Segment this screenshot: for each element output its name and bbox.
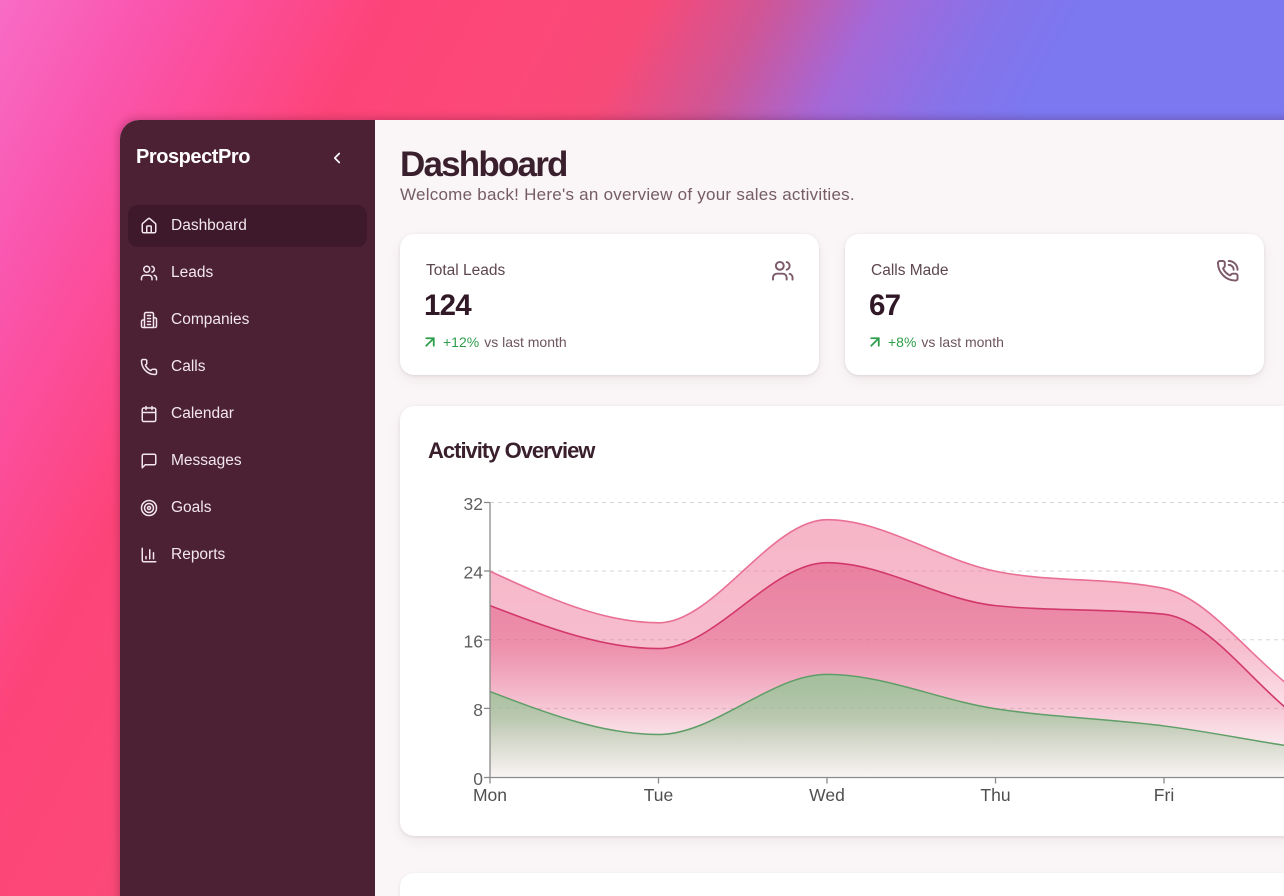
svg-text:32: 32 (464, 494, 483, 514)
svg-text:Tue: Tue (644, 785, 674, 805)
svg-text:Thu: Thu (980, 785, 1010, 805)
svg-text:Wed: Wed (809, 785, 845, 805)
svg-text:Fri: Fri (1154, 785, 1174, 805)
svg-text:Mon: Mon (473, 785, 507, 805)
svg-text:24: 24 (464, 563, 484, 583)
svg-text:16: 16 (464, 631, 483, 651)
svg-text:0: 0 (473, 769, 483, 789)
svg-text:8: 8 (473, 700, 483, 720)
